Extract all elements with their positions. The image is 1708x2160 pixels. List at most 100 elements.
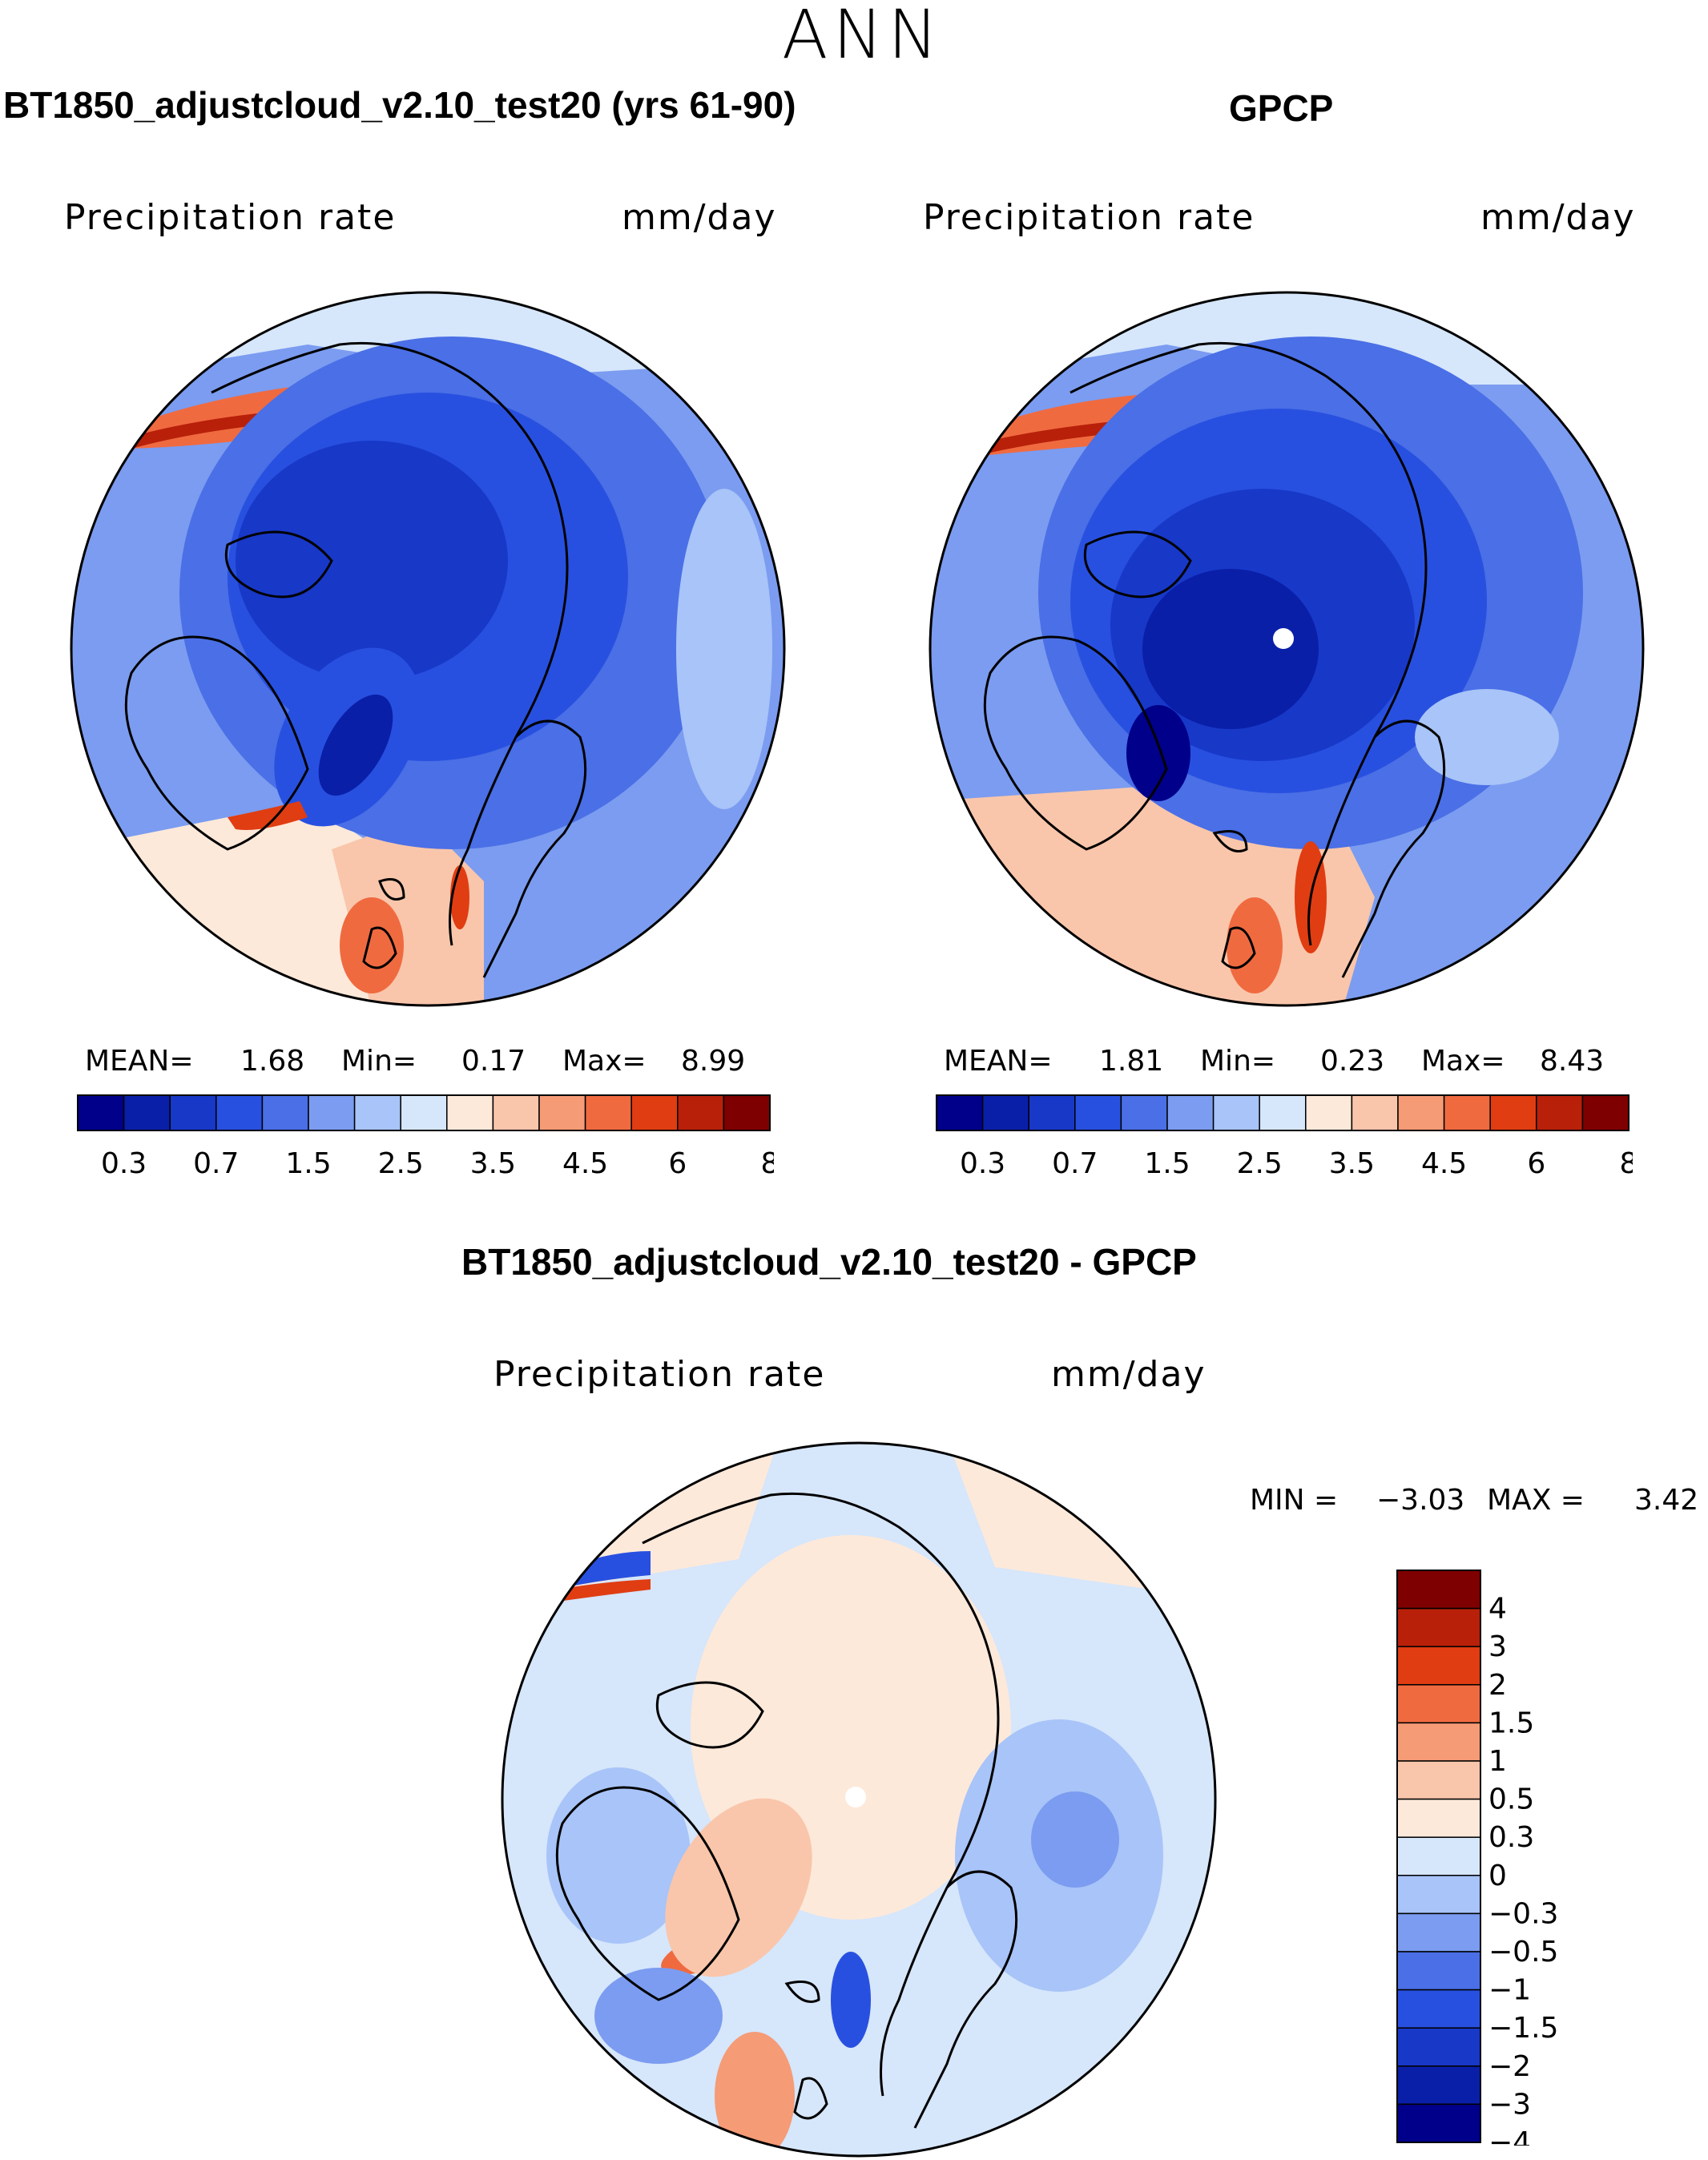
- colorbar-swatch: [1396, 1760, 1481, 1800]
- colorbar-tick-label: 8: [761, 1147, 774, 1180]
- panel3-colorbar: 4 3 2 1.5 1 0.5 0.3 0 −0.3 −0.5 −1 −1.5 −2 −3 −4: [1396, 1570, 1558, 2146]
- colorbar-tick-label: −1: [1488, 1974, 1531, 2007]
- colorbar-ticks: 0.3 0.7 1.5 2.5 3.5 4.5 6 8: [960, 1147, 1633, 1180]
- panel2-min-label: Min=: [1200, 1045, 1276, 1078]
- colorbar-swatch: [1259, 1094, 1307, 1131]
- colorbar-swatch: [981, 1094, 1029, 1131]
- missing-data-dot: [845, 1787, 866, 1807]
- colorbar-swatch: [1396, 1912, 1481, 1952]
- colorbar-swatch: [308, 1094, 356, 1131]
- colorbar-swatch: [1396, 2065, 1481, 2106]
- colorbar-swatch: [1212, 1094, 1260, 1131]
- panel2-max-value: 8.43: [1540, 1045, 1605, 1078]
- colorbar-swatch: [1396, 1684, 1481, 1724]
- colorbar-tick-label: −0.5: [1488, 1936, 1558, 1969]
- colorbar-tick-label: 1.5: [1488, 1707, 1534, 1739]
- panel3-units: mm/day: [1051, 1354, 1206, 1395]
- colorbar-tick-label: 3.5: [1329, 1147, 1375, 1180]
- panel2-units: mm/day: [1480, 197, 1636, 238]
- colorbar-tick-label: 1: [1488, 1745, 1507, 1778]
- colorbar-swatch: [584, 1094, 632, 1131]
- panel3-variable: Precipitation rate: [493, 1354, 826, 1395]
- colorbar-swatch: [1396, 2027, 1481, 2067]
- colorbar-tick-label: 2: [1488, 1669, 1507, 1702]
- colorbar-swatch: [400, 1094, 448, 1131]
- panel2-title: GPCP: [1229, 87, 1334, 129]
- colorbar-swatch: [1074, 1094, 1122, 1131]
- colorbar-swatch: [1396, 1570, 1481, 1610]
- panel1-units: mm/day: [622, 197, 777, 238]
- panel3-polar-map: [501, 1441, 1217, 2158]
- colorbar-swatches: [936, 1094, 1629, 1131]
- panel1-max-value: 8.99: [681, 1045, 746, 1078]
- colorbar-tick-label: 1.5: [285, 1147, 331, 1180]
- panel3-min-label: MIN =: [1250, 1484, 1339, 1517]
- colorbar-swatch: [123, 1094, 171, 1131]
- panel2-max-label: Max=: [1421, 1045, 1505, 1078]
- panel3-max-value: 3.42: [1634, 1484, 1699, 1517]
- colorbar-swatch: [261, 1094, 309, 1131]
- panel1-min-label: Min=: [341, 1045, 417, 1078]
- colorbar-swatch: [677, 1094, 725, 1131]
- colorbar-swatch: [1396, 1989, 1481, 2029]
- panel3-max-label: MAX =: [1487, 1484, 1585, 1517]
- missing-data-dot: [1273, 628, 1294, 649]
- colorbar-swatch: [1397, 1094, 1445, 1131]
- colorbar-swatch: [1396, 1722, 1481, 1762]
- colorbar-swatch: [1396, 1646, 1481, 1686]
- colorbar-swatch: [169, 1094, 217, 1131]
- panel1-variable: Precipitation rate: [64, 197, 397, 238]
- colorbar-swatch: [1351, 1094, 1399, 1131]
- colorbar-swatch: [1581, 1094, 1629, 1131]
- colorbar-tick-label: 3: [1488, 1630, 1507, 1663]
- colorbar-swatch: [1305, 1094, 1353, 1131]
- colorbar-tick-label: 4: [1488, 1593, 1507, 1626]
- panel2-variable: Precipitation rate: [923, 197, 1255, 238]
- colorbar-tick-label: −3: [1488, 2088, 1531, 2121]
- colorbar-ticks: 0.3 0.7 1.5 2.5 3.5 4.5 6 8: [101, 1147, 774, 1180]
- colorbar-swatch: [1489, 1094, 1537, 1131]
- colorbar-tick-label: 0.7: [1052, 1147, 1098, 1180]
- colorbar-swatch: [446, 1094, 494, 1131]
- colorbar-tick-label: −1.5: [1488, 2012, 1558, 2045]
- colorbar-ticks: 4 3 2 1.5 1 0.5 0.3 0 −0.3 −0.5 −1 −1.5 −2 −3 −4: [1488, 1593, 1558, 2146]
- colorbar-swatches: [1396, 1570, 1481, 2143]
- colorbar-tick-label: −4: [1488, 2126, 1531, 2146]
- colorbar-tick-label: 0.3: [1488, 1821, 1534, 1854]
- colorbar-swatch: [216, 1094, 264, 1131]
- colorbar-swatch: [723, 1094, 771, 1131]
- panel2-polar-map: [929, 291, 1645, 1007]
- colorbar-swatch: [538, 1094, 586, 1131]
- colorbar-swatch: [1536, 1094, 1584, 1131]
- panel1-polar-map: [70, 291, 786, 1007]
- panel2-min-value: 0.23: [1320, 1045, 1385, 1078]
- season-title: ANN: [782, 0, 944, 74]
- colorbar-swatch: [1166, 1094, 1215, 1131]
- colorbar-tick-label: 2.5: [1237, 1147, 1283, 1180]
- colorbar-tick-label: 2.5: [378, 1147, 424, 1180]
- panel1-mean-label: MEAN=: [85, 1045, 194, 1078]
- colorbar-swatch: [1396, 1798, 1481, 1838]
- colorbar-tick-label: 1.5: [1144, 1147, 1190, 1180]
- panel1-title: BT1850_adjustcloud_v2.10_test20 (yrs 61-…: [3, 84, 796, 126]
- colorbar-swatch: [492, 1094, 540, 1131]
- colorbar-tick-label: 6: [668, 1147, 687, 1180]
- panel1-min-value: 0.17: [461, 1045, 526, 1078]
- panel2-mean-label: MEAN=: [944, 1045, 1053, 1078]
- colorbar-swatch: [1396, 1951, 1481, 1991]
- panel1-max-label: Max=: [562, 1045, 647, 1078]
- colorbar-tick-label: 3.5: [470, 1147, 516, 1180]
- panel3-min-value: −3.03: [1376, 1484, 1465, 1517]
- colorbar-tick-label: 4.5: [1421, 1147, 1467, 1180]
- colorbar-tick-label: 0.7: [193, 1147, 239, 1180]
- panel1-mean-value: 1.68: [240, 1045, 305, 1078]
- colorbar-swatch: [936, 1094, 984, 1131]
- colorbar-tick-label: 6: [1527, 1147, 1545, 1180]
- colorbar-swatch: [1443, 1094, 1491, 1131]
- colorbar-tick-label: 8: [1620, 1147, 1633, 1180]
- colorbar-swatch: [77, 1094, 125, 1131]
- colorbar-swatches: [77, 1094, 771, 1131]
- colorbar-swatch: [1028, 1094, 1076, 1131]
- colorbar-tick-label: 0: [1488, 1860, 1507, 1892]
- panel1-colorbar: 0.3 0.7 1.5 2.5 3.5 4.5 6 8: [77, 1094, 774, 1180]
